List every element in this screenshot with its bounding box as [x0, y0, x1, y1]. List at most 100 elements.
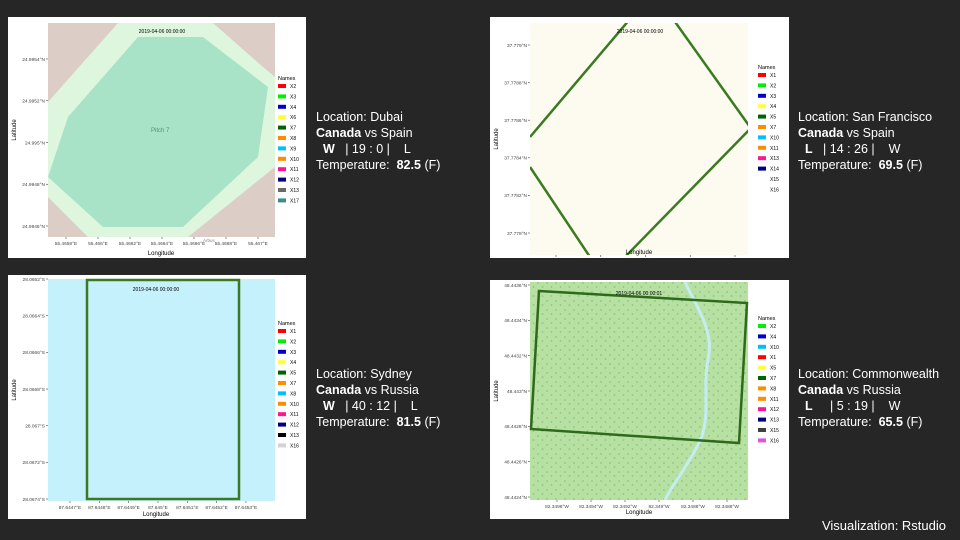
legend-label: X13: [290, 433, 299, 439]
legend-label: X17: [290, 198, 299, 204]
legend-label: X3: [770, 94, 776, 100]
legend-swatch: [758, 365, 766, 370]
legend-swatch: [278, 84, 286, 88]
legend-label: X7: [290, 126, 296, 132]
legend-label: X7: [770, 376, 776, 382]
map-chart-commonwealth: 2019-04-06 00:00:01 82.3496°W 82.3494°W 82…: [494, 282, 779, 516]
plot-background: [530, 23, 748, 255]
x-axis-ticks: 87.6447°E 87.6448°E 87.6449°E 87.645°E 87.64…: [59, 501, 257, 511]
legend-label: X10: [770, 345, 779, 351]
location-text: Location: Commonwealth: [798, 367, 940, 381]
legend-swatch: [278, 94, 286, 99]
legend-label: X16: [770, 187, 779, 193]
legend-label: X6: [290, 115, 296, 121]
x-tick-label: 82.3486°W: [715, 504, 739, 510]
legend-swatch: [758, 407, 766, 412]
legend-label: X10: [770, 135, 779, 141]
legend-swatch: [278, 401, 286, 406]
y-tick-label: 48.4426°N: [504, 459, 527, 465]
pitch-line: [530, 166, 591, 255]
y-axis-label: Latitude: [494, 380, 500, 402]
legend-label: X11: [290, 412, 299, 418]
footer-credit: Visualization: Rstudio: [821, 518, 946, 533]
legend-title: Names: [758, 316, 776, 322]
legend-label: X10: [290, 402, 299, 408]
legend-swatch: [278, 391, 286, 396]
legend-swatch: [758, 438, 766, 443]
legend-label: X5: [290, 371, 296, 377]
legend-swatch: [278, 125, 286, 130]
temperature-unit: (F): [424, 415, 441, 429]
legend-label: X1: [770, 73, 776, 79]
x-axis-ticks: 82.3496°W 82.3494°W 82.3492°W 82.349°W 82.34…: [545, 500, 739, 510]
y-tick-label: 37.778°N: [507, 231, 528, 237]
legend-swatch: [758, 156, 766, 161]
match-info-commonwealth: Location: Commonwealth Canada vs Russia …: [798, 366, 939, 430]
y-tick-label: 28.0664°S: [23, 313, 45, 319]
stream: [663, 282, 711, 500]
map-chart-dubai: Pitch 7 Arbus 2019-04-06 00:00:00 55.465…: [12, 23, 299, 257]
location-text: Location: Sydney: [316, 367, 412, 381]
legend-swatch: [278, 412, 286, 417]
legend: Names X2 X3 X4 X6 X7 X8 X9 X10 X11 X12 X13 X17: [278, 76, 299, 204]
legend-swatch: [758, 417, 766, 422]
pitch-area: [48, 37, 268, 227]
legend-swatch: [758, 145, 766, 150]
y-tick-label: 48.4428°N: [504, 424, 527, 430]
legend-title: Names: [758, 65, 776, 71]
x-tick-label: 55.4662°E: [119, 241, 141, 247]
y-tick-label: 37.7788°N: [504, 80, 527, 86]
legend-label: X8: [290, 391, 296, 397]
map-panel-commonwealth: 2019-04-06 00:00:01 82.3496°W 82.3494°W 82…: [490, 280, 789, 519]
pitch-line: [674, 23, 748, 127]
legend-swatch: [758, 386, 766, 391]
team-a: Canada: [316, 126, 362, 140]
legend-label: X4: [290, 105, 296, 111]
y-tick-label: 28.0666°S: [23, 350, 45, 356]
legend-label: X2: [290, 339, 296, 345]
temperature-unit: (F): [906, 158, 923, 172]
legend-swatch: [278, 443, 286, 448]
result-a: L: [804, 142, 813, 156]
legend-label: X16: [770, 438, 779, 444]
temperature-value: 82.5: [396, 158, 421, 172]
legend-label: X15: [770, 428, 779, 434]
legend-swatch: [758, 428, 766, 432]
temperature-label: Temperature:: [798, 158, 872, 172]
legend-label: X16: [290, 443, 299, 449]
legend-title: Names: [278, 76, 296, 82]
score: | 5 : 19 |: [829, 399, 875, 413]
result-a: L: [804, 399, 813, 413]
temperature-unit: (F): [906, 415, 923, 429]
map-panel-san-francisco: 2019-04-06 00:00:00 81.5932°W81.593°W81.…: [490, 17, 789, 258]
y-tick-label: 28.067°S: [25, 423, 45, 429]
legend-swatch: [278, 329, 286, 333]
legend-label: X10: [290, 157, 299, 163]
map-chart-san-francisco: 2019-04-06 00:00:00 81.5932°W81.593°W81.…: [494, 23, 779, 257]
legend-swatch: [758, 93, 766, 98]
y-tick-label: 24.9948°N: [22, 182, 45, 188]
legend-swatch: [758, 135, 766, 140]
y-tick-label: 37.7786°N: [504, 118, 527, 124]
y-axis-label: Latitude: [12, 379, 18, 401]
x-tick-label: 87.6448°E: [88, 505, 110, 511]
legend-title: Names: [278, 321, 296, 327]
temperature-label: Temperature:: [316, 415, 390, 429]
team-a: Canada: [798, 126, 844, 140]
x-tick-label: 87.6452°E: [205, 505, 227, 511]
y-axis-label: Latitude: [12, 119, 18, 141]
legend-swatch: [758, 114, 766, 119]
legend-swatch: [758, 334, 766, 339]
legend-label: X2: [290, 84, 296, 90]
legend-label: X7: [770, 125, 776, 131]
pitch-line: [530, 23, 629, 138]
y-axis-ticks: 48.4436°N 48.4434°N 48.4432°N 48.443°N 48.44…: [504, 283, 530, 501]
chart-timestamp: 2019-04-06 00:00:00: [133, 287, 180, 293]
y-tick-label: 24.9954°N: [22, 57, 45, 63]
x-axis-ticks: 81.5932°W81.593°W81.5928°W81.5926°W81.59…: [555, 255, 736, 257]
x-tick-label: 87.645°E: [148, 505, 168, 511]
legend: Names X2 X4 X10 X1 X5 X7 X8 X11 X12 X13 X15 X16: [758, 316, 779, 444]
y-tick-label: 24.995°N: [25, 140, 46, 146]
result-a: W: [322, 142, 335, 156]
chart-timestamp: 2019-04-06 00:00:00: [139, 29, 186, 35]
